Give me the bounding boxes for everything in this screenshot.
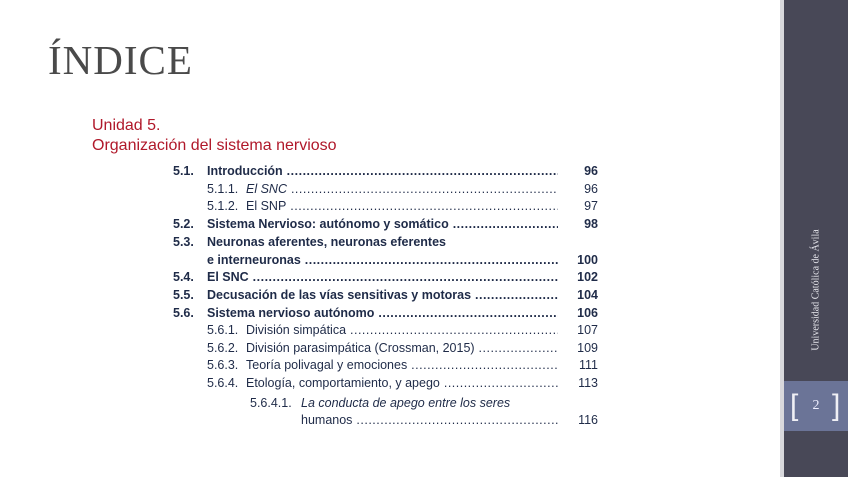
toc-entry-number: 5.6.3. xyxy=(207,358,239,372)
toc-entry-text: e interneuronas xyxy=(207,253,558,267)
toc-entry-number: 5.1. xyxy=(173,164,194,178)
unit-heading: Unidad 5. Organización del sistema nervi… xyxy=(92,116,337,156)
toc-entry-text: La conducta de apego entre los seres xyxy=(301,396,558,410)
toc-entry-label: Sistema Nervioso: autónomo y somático xyxy=(207,217,449,231)
toc-entry-page: 96 xyxy=(584,164,598,178)
toc-entry-number: 5.3. xyxy=(173,235,194,249)
toc-entry-label: El SNP xyxy=(246,199,287,213)
toc-entry: 5.1.1. El SNC 96 xyxy=(207,182,598,199)
toc-entry-page: 104 xyxy=(577,288,598,302)
toc-entry-label: La conducta de apego entre los seres xyxy=(301,396,511,410)
toc-entry: 5.6.3. Teoría polivagal y emociones 111 xyxy=(207,358,598,375)
toc-entry-text: Decusación de las vías sensitivas y moto… xyxy=(207,288,558,302)
sidebar-divider xyxy=(780,0,784,477)
toc-entry: 5.6.1. División simpática 107 xyxy=(207,323,598,340)
toc-entry-number: 5.6.2. xyxy=(207,341,239,355)
toc-entry-label: humanos xyxy=(301,413,353,427)
toc-entry-number: 5.6.4.1. xyxy=(250,396,292,410)
toc-entry-page: 106 xyxy=(577,306,598,320)
toc-entry-text: Neuronas aferentes, neuronas eferentes xyxy=(207,235,558,249)
toc-entry-page: 107 xyxy=(577,323,598,337)
toc-entry-page: 109 xyxy=(577,341,598,355)
toc-entry-label: División simpática xyxy=(246,323,347,337)
slide-title: ÍNDICE xyxy=(48,37,193,83)
toc-entry-number: 5.2. xyxy=(173,217,194,231)
toc-entry-text: División simpática xyxy=(246,323,558,337)
toc-entry-number: 5.1.2. xyxy=(207,199,239,213)
toc-entry-text: Introducción xyxy=(207,164,558,178)
toc-entry: humanos 116 xyxy=(250,413,598,430)
toc-entry-page: 113 xyxy=(578,376,598,390)
toc-entry-label: Etología, comportamiento, y apego xyxy=(246,376,440,390)
toc-entry: 5.6. Sistema nervioso autónomo 106 xyxy=(173,306,598,323)
toc-entry-label: El SNC xyxy=(207,270,249,284)
toc-entry: 5.6.4. Etología, comportamiento, y apego 1… xyxy=(207,376,598,393)
toc-entry: 5.1.2. El SNP 97 xyxy=(207,199,598,216)
toc-entry: 5.5. Decusación de las vías sensitivas y … xyxy=(173,288,598,305)
institution-name: Universidad Católica de Ávila xyxy=(810,229,822,351)
toc-entry: 5.2. Sistema Nervioso: autónomo y somátic… xyxy=(173,217,598,234)
toc-entry-page: 111 xyxy=(578,358,598,372)
toc-entry: 5.4. El SNC 102 xyxy=(173,270,598,287)
toc-entry-label: Teoría polivagal y emociones xyxy=(246,358,408,372)
toc-entry-text: División parasimpática (Crossman, 2015) xyxy=(246,341,558,355)
unit-number: Unidad 5. xyxy=(92,117,161,134)
unit-title: Organización del sistema nervioso xyxy=(92,137,337,154)
toc-entry-page: 98 xyxy=(584,217,598,231)
toc-entry-number: 5.6.4. xyxy=(207,376,239,390)
toc-entry-label: División parasimpática (Crossman, 2015) xyxy=(246,341,475,355)
toc-entry-text: El SNC xyxy=(207,270,558,284)
toc-entry-text: El SNP xyxy=(246,199,558,213)
toc-entry: e interneuronas 100 xyxy=(173,253,598,270)
slide-number: 2 xyxy=(812,398,820,413)
toc-entry-label: Neuronas aferentes, neuronas eferentes xyxy=(207,235,446,249)
toc-entry-text: Teoría polivagal y emociones xyxy=(246,358,558,372)
slide-number-band xyxy=(784,381,848,431)
toc-entry-label: Introducción xyxy=(207,164,283,178)
toc-entry-number: 5.4. xyxy=(173,270,194,284)
toc-entry-page: 97 xyxy=(584,199,598,213)
toc-entry-text: El SNC xyxy=(246,182,558,196)
toc-entry: 5.6.2. División parasimpática (Crossman, … xyxy=(207,341,598,358)
toc-entry-number: 5.6.1. xyxy=(207,323,239,337)
toc-entry: 5.3. Neuronas aferentes, neuronas eferent… xyxy=(173,235,598,252)
toc-entry: 5.1. Introducción 96 xyxy=(173,164,598,181)
right-bracket-icon: ] xyxy=(832,389,841,422)
toc-entry-page: 102 xyxy=(577,270,598,284)
toc-entry-label: El SNC xyxy=(246,182,287,196)
toc-entry-page: 100 xyxy=(577,253,598,267)
left-bracket-icon: [ xyxy=(790,389,799,422)
toc-entry-page: 96 xyxy=(584,182,598,196)
toc-entry-number: 5.1.1. xyxy=(207,182,239,196)
toc-entry-number: 5.6. xyxy=(173,306,194,320)
toc-entry-label: e interneuronas xyxy=(207,253,301,267)
toc-entry-text: Sistema nervioso autónomo xyxy=(207,306,558,320)
toc-entry-text: Etología, comportamiento, y apego xyxy=(246,376,558,390)
toc-entry-page: 116 xyxy=(578,413,598,427)
toc-entry: 5.6.4.1. La conducta de apego entre los s… xyxy=(250,396,598,413)
toc-entry-text: humanos xyxy=(301,413,558,427)
toc-entry-number: 5.5. xyxy=(173,288,194,302)
toc-entry-text: Sistema Nervioso: autónomo y somático xyxy=(207,217,558,231)
toc-entry-label: Sistema nervioso autónomo xyxy=(207,306,375,320)
toc-entry-label: Decusación de las vías sensitivas y moto… xyxy=(207,288,472,302)
